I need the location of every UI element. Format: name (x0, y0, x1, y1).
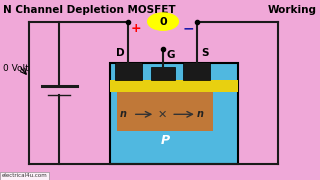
Text: ✕: ✕ (158, 109, 167, 119)
Text: n: n (120, 109, 127, 119)
Bar (117, 92, 213, 131)
Bar (110, 63, 238, 164)
Bar (183, 62, 210, 80)
Text: electrical4u.com: electrical4u.com (2, 173, 47, 178)
Text: D: D (116, 48, 124, 58)
Bar (115, 62, 142, 80)
Text: Working: Working (268, 5, 317, 15)
Text: S: S (201, 48, 208, 58)
Text: 0: 0 (159, 17, 167, 27)
Circle shape (148, 13, 179, 30)
Text: +: + (131, 22, 141, 35)
Text: −: − (183, 22, 195, 36)
Text: P: P (160, 134, 169, 147)
Text: n: n (197, 109, 204, 119)
Bar (110, 80, 238, 92)
Text: 0 Volt: 0 Volt (3, 64, 29, 73)
Bar (151, 67, 175, 80)
Text: N Channel Depletion MOSFET: N Channel Depletion MOSFET (3, 5, 176, 15)
Text: G: G (167, 50, 175, 60)
